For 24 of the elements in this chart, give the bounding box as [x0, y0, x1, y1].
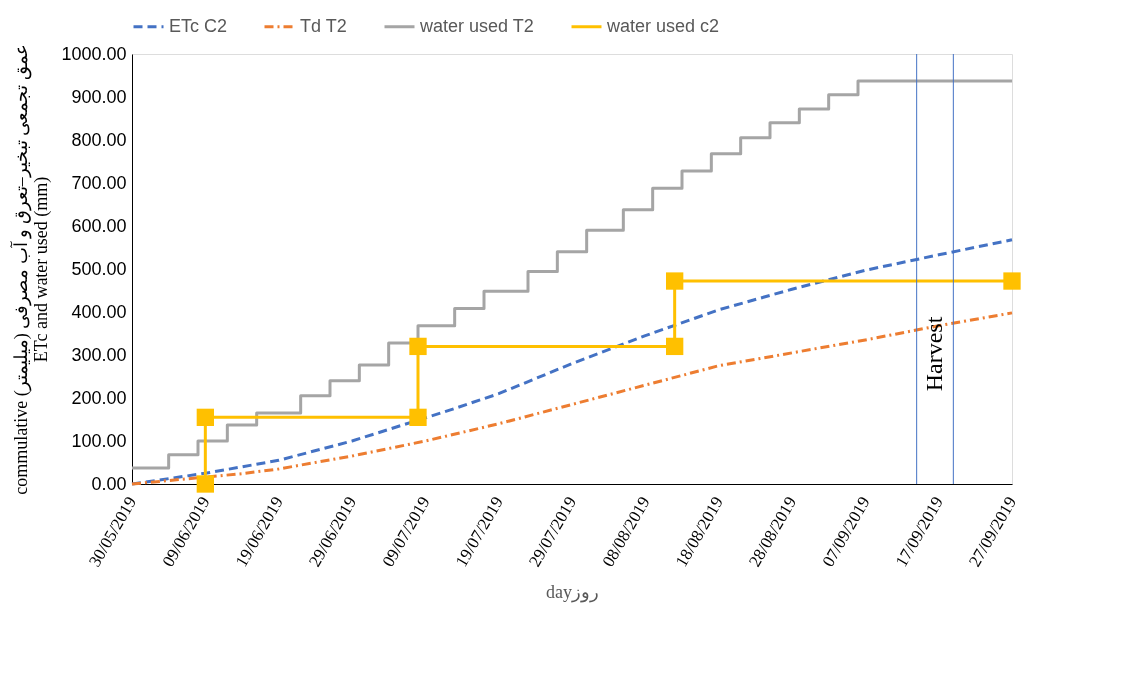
y-tick-label: 500.00	[71, 258, 127, 279]
y-tick-label: 700.00	[71, 172, 127, 193]
y-tick-label: 0.00	[91, 473, 127, 494]
y-tick-label: 800.00	[71, 129, 127, 150]
point	[409, 337, 427, 356]
point	[666, 337, 684, 356]
x-axis-title: dayروز	[546, 581, 599, 603]
legend-label: water used c2	[606, 15, 720, 36]
annotation: Harvest	[921, 316, 947, 392]
legend-label: water used T2	[419, 15, 534, 36]
y-tick-label: 100.00	[71, 430, 127, 451]
legend-label: ETc C2	[169, 15, 228, 36]
y-tick-label: 900.00	[71, 86, 127, 107]
legend-label: Td T2	[300, 15, 347, 36]
y-tick-label: 400.00	[71, 301, 127, 322]
point	[1003, 272, 1021, 290]
point	[666, 272, 684, 290]
y-tick-label: 1000.00	[61, 43, 127, 64]
y-tick-label: 300.00	[71, 344, 127, 365]
y-tick-label: 600.00	[71, 215, 127, 236]
point	[409, 408, 427, 427]
point	[196, 408, 214, 427]
y-tick-label: 200.00	[71, 387, 127, 408]
point	[196, 475, 214, 493]
